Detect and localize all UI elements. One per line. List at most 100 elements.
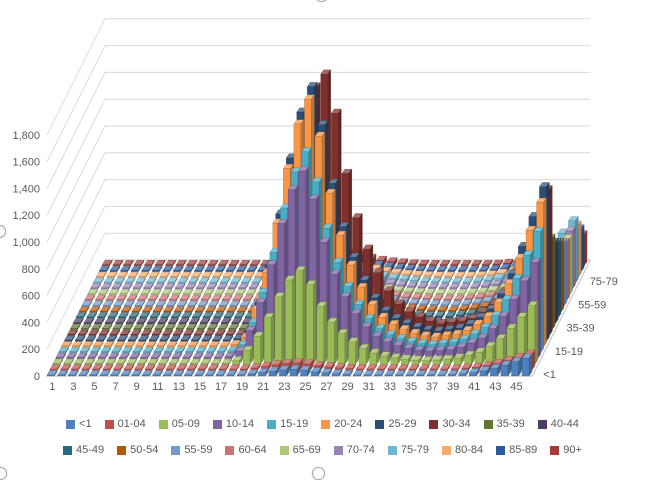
bar[interactable] <box>92 300 103 307</box>
bar[interactable] <box>194 265 205 273</box>
bar[interactable] <box>133 323 144 331</box>
bar[interactable] <box>80 323 92 331</box>
bar[interactable] <box>193 288 204 296</box>
bar[interactable] <box>405 370 417 377</box>
bar[interactable] <box>106 335 118 342</box>
legend-item-10-14[interactable]: 10-14 <box>212 418 254 430</box>
bar[interactable] <box>81 300 93 307</box>
bar[interactable] <box>441 277 453 284</box>
bar[interactable] <box>213 312 224 319</box>
bar[interactable] <box>89 306 100 313</box>
bar[interactable] <box>125 277 136 284</box>
bar[interactable] <box>517 312 528 365</box>
bar[interactable] <box>108 352 119 360</box>
bar[interactable] <box>236 370 248 377</box>
bar[interactable] <box>120 329 131 336</box>
bar[interactable] <box>172 329 184 336</box>
bar[interactable] <box>479 265 490 273</box>
legend-item-75-79[interactable]: 75-79 <box>387 444 429 456</box>
bar[interactable] <box>230 277 242 284</box>
bar[interactable] <box>167 277 178 284</box>
bar[interactable] <box>225 265 237 273</box>
bar[interactable] <box>96 271 107 278</box>
bar[interactable] <box>94 317 105 325</box>
bar[interactable] <box>173 265 184 273</box>
bar[interactable] <box>446 288 457 296</box>
bar[interactable] <box>164 346 175 354</box>
bar[interactable] <box>174 346 186 354</box>
bar[interactable] <box>369 348 380 365</box>
bar[interactable] <box>436 265 448 273</box>
bar[interactable] <box>87 288 99 296</box>
bar[interactable] <box>443 354 454 365</box>
bar[interactable] <box>110 306 122 313</box>
bar[interactable] <box>119 288 130 296</box>
bar[interactable] <box>171 352 183 360</box>
bar[interactable] <box>345 363 356 371</box>
bar[interactable] <box>459 283 471 290</box>
bar[interactable] <box>239 364 251 371</box>
bar[interactable] <box>310 367 322 377</box>
bar[interactable] <box>198 341 210 348</box>
legend-item-40-44[interactable]: 40-44 <box>537 418 579 430</box>
bar[interactable] <box>221 358 233 365</box>
bar[interactable] <box>92 364 103 371</box>
bar[interactable] <box>105 358 117 365</box>
bar[interactable] <box>468 265 479 273</box>
bar[interactable] <box>165 259 176 267</box>
bar[interactable] <box>327 317 338 365</box>
bar[interactable] <box>188 341 199 348</box>
bar[interactable] <box>76 312 87 319</box>
legend-item-60-64[interactable]: 60-64 <box>225 444 267 456</box>
bar[interactable] <box>192 312 203 319</box>
bar[interactable] <box>197 364 209 371</box>
bar[interactable] <box>166 300 177 307</box>
bar[interactable] <box>348 337 359 365</box>
bar[interactable] <box>428 282 439 290</box>
bar[interactable] <box>358 343 370 365</box>
bar[interactable] <box>189 358 201 365</box>
bar[interactable] <box>234 312 245 319</box>
bar[interactable] <box>118 312 129 319</box>
bar[interactable] <box>212 335 223 342</box>
bar[interactable] <box>128 312 140 319</box>
bar[interactable] <box>98 329 110 336</box>
bar[interactable] <box>374 370 385 377</box>
bar[interactable] <box>464 350 475 365</box>
bar[interactable] <box>337 328 349 365</box>
bar[interactable] <box>84 358 95 365</box>
bar[interactable] <box>196 323 208 331</box>
bar[interactable] <box>249 259 261 267</box>
bar[interactable] <box>242 294 254 302</box>
bar[interactable] <box>98 288 109 296</box>
bar[interactable] <box>172 288 183 296</box>
bar[interactable] <box>183 265 195 273</box>
bar[interactable] <box>250 363 261 371</box>
bar[interactable] <box>52 358 64 365</box>
bar[interactable] <box>84 294 96 302</box>
bar[interactable] <box>141 370 153 377</box>
bar[interactable] <box>117 335 128 342</box>
bar[interactable] <box>102 259 113 267</box>
bar[interactable] <box>155 364 166 371</box>
bar[interactable] <box>154 323 166 331</box>
bar[interactable] <box>148 335 160 342</box>
bar[interactable] <box>162 329 173 336</box>
bar[interactable] <box>181 312 192 319</box>
bar[interactable] <box>78 370 90 377</box>
bar[interactable] <box>240 300 251 307</box>
bar[interactable] <box>155 300 167 307</box>
bar[interactable] <box>76 352 88 360</box>
bar[interactable] <box>245 288 257 296</box>
bar[interactable] <box>141 329 152 336</box>
bar[interactable] <box>132 346 143 354</box>
bar[interactable] <box>70 323 81 331</box>
bar[interactable] <box>99 265 110 273</box>
bar[interactable] <box>105 294 117 302</box>
bar[interactable] <box>179 294 191 302</box>
bar[interactable] <box>232 355 243 365</box>
bar[interactable] <box>101 323 113 331</box>
bar[interactable] <box>89 370 100 377</box>
bar[interactable] <box>144 259 155 267</box>
